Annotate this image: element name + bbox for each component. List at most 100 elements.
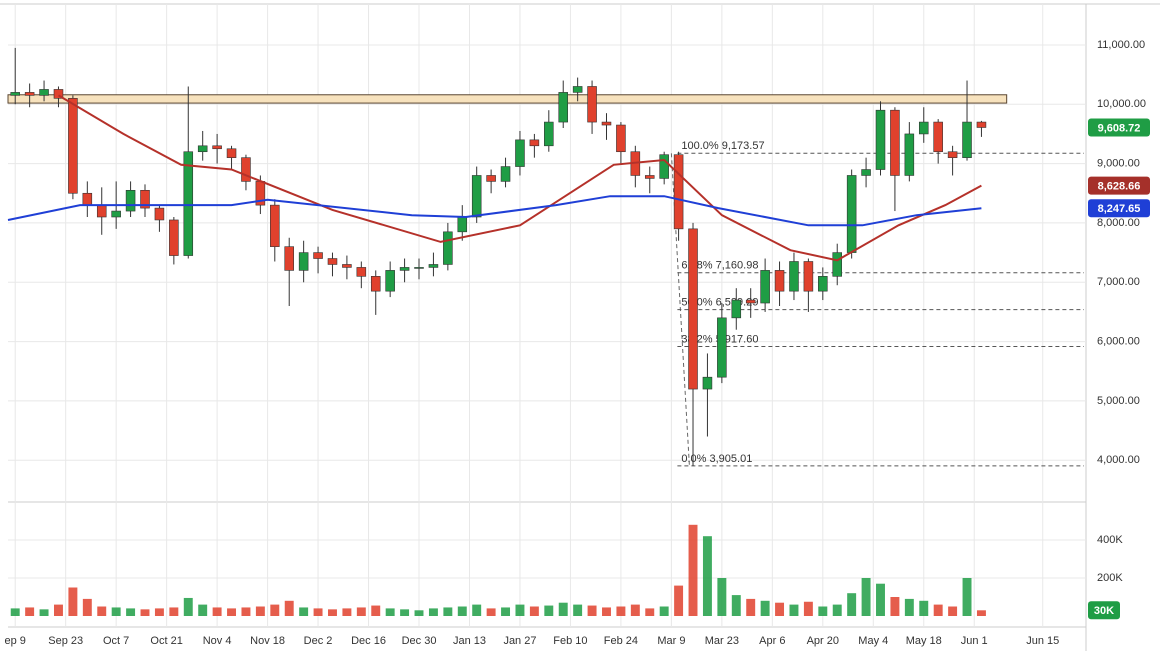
candle [471,166,482,223]
candle [270,199,280,262]
candle-body [313,252,323,259]
candle-body [486,175,496,182]
candle-body [443,231,453,265]
candle [414,258,424,280]
candle [457,205,468,241]
candle-body [962,121,972,158]
candle-body [471,175,482,218]
candle-body [24,92,35,96]
volume-bar [371,605,381,616]
candle-body [745,299,756,304]
candle-body [457,216,468,233]
candle [601,113,612,140]
volume-bar [573,604,583,616]
candle [630,145,641,188]
volume-bar [847,593,857,616]
volume-bar [414,610,424,616]
y-tick-label: 7,000.00 [1097,276,1140,288]
candle [803,258,814,312]
candle-body [904,133,915,176]
volume-bar [529,606,539,616]
volume-bar [688,524,698,616]
candle-body [414,267,424,269]
volume-bar [97,606,107,616]
candle [183,86,194,259]
candle [918,107,929,143]
candle-body [890,109,900,176]
candle [500,157,511,188]
candle-body [947,151,958,158]
volume-tick-label: 400K [1097,534,1123,546]
candle-body [976,121,987,128]
volume-bar [933,604,943,616]
volume-tick-label: 200K [1097,572,1123,584]
candle [96,187,107,235]
candle-body [226,148,237,158]
volume-bar [760,600,770,616]
candle [544,110,554,152]
x-tick-label: Dec 16 [351,635,386,647]
x-tick-label: Jan 13 [453,635,486,647]
x-tick-label: Apr 20 [807,635,839,647]
candle [745,288,756,318]
volume-bar [227,608,237,616]
candle-body [644,175,655,179]
candle-body [760,270,770,304]
candle-body [846,175,857,253]
candle [673,151,684,241]
candle-body [169,219,179,256]
candle [731,288,742,330]
candle-body [673,154,684,230]
candle-body [832,252,843,277]
volume-bar [876,583,885,616]
candle [284,237,294,306]
volume-bar [328,609,337,616]
candle [962,80,972,161]
candle-body [39,89,49,96]
volume-bar [861,578,871,616]
volume-bar [385,608,395,616]
candle [875,101,886,176]
volume-bar [126,608,136,616]
volume-bar [659,606,669,616]
candle [298,240,309,283]
price-badge-label: 9,608.72 [1098,122,1141,134]
candle-body [241,157,251,182]
volume-bar [501,607,511,616]
candle [846,169,857,259]
y-tick-label: 5,000.00 [1097,395,1140,407]
x-tick-label: Oct 21 [150,635,182,647]
candle [717,303,727,384]
x-tick-label: Feb 24 [604,635,638,647]
candle [572,77,583,102]
candle [125,181,136,217]
y-tick-label: 8,000.00 [1097,217,1140,229]
candle-body [601,121,612,126]
candle [399,258,410,283]
candle-body [861,169,871,176]
x-tick-label: Dec 30 [402,635,437,647]
price-badge [1088,176,1150,195]
candle-body [587,86,597,123]
candle [370,270,381,315]
volume-bar [544,605,554,616]
candle [356,261,367,289]
candle [241,154,251,191]
candle-body [544,121,554,147]
x-tick-label: Jan 27 [503,635,536,647]
candle [774,261,785,306]
candle [904,122,915,182]
volume-bar [948,606,958,616]
candle-body [342,264,352,268]
y-tick-label: 11,000.00 [1097,39,1145,51]
candle-body [68,98,78,194]
candle-body [399,267,410,271]
candle-body [818,276,828,292]
candle [385,261,395,298]
candle [789,252,799,301]
volume-bar [702,536,712,616]
volume-bar [443,607,453,616]
volume-bar [154,608,164,616]
candle-body [183,151,194,256]
